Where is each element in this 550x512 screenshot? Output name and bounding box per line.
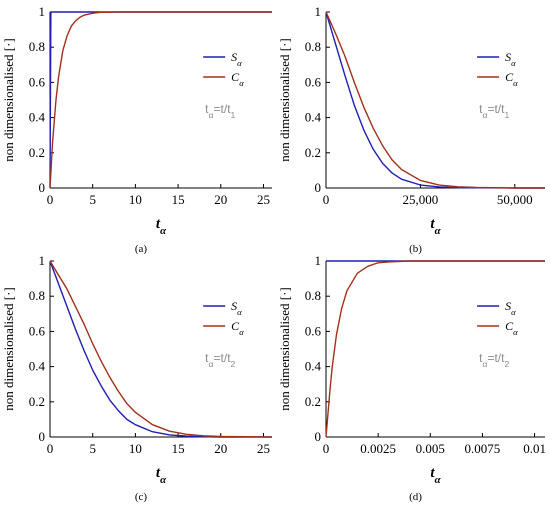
x-tick-label: 25 [257,441,270,456]
x-tick-label: 0.01 [523,441,546,456]
x-tick-label: 0 [47,192,54,207]
x-tick-label: 10 [129,192,142,207]
y-tick-label: 0.4 [305,110,322,125]
series-line-c-alpha [325,260,545,438]
chart-panel-b: 0 25,000 50,000 0 0.2 0.4 0.6 0.8 1 non dimension… [277,4,545,255]
chart-panel-a: 0 5 10 15 20 25 0 0.2 0.4 0.6 0.8 1 non dimensionali… [1,4,272,255]
panel-label: (d) [409,491,422,503]
x-tick-label: 15 [172,441,185,456]
x-tick-label: 0 [47,441,54,456]
scaling-note: tα=t/t1 [205,102,235,120]
y-tick-label: 0 [315,180,322,195]
x-tick-label: 10 [129,441,142,456]
x-axis-title: tα [156,465,167,486]
x-tick-label: 5 [89,192,96,207]
x-axis-title: tα [430,465,441,486]
y-tick-label: 0.6 [29,74,46,89]
legend-label: Cα [231,70,244,88]
y-tick-label: 1 [315,253,322,268]
panel-label: (a) [135,243,148,255]
legend-label: Sα [231,50,242,68]
y-tick-label: 0.8 [305,288,321,303]
x-tick-label: 0 [323,441,330,456]
x-tick-label: 0.0025 [360,441,396,456]
x-tick-label: 20 [214,441,227,456]
scaling-note: tα=t/t1 [479,102,509,120]
legend-label: Sα [505,299,516,317]
legend-label: Sα [231,299,242,317]
legend-label: Cα [231,319,244,337]
y-tick-label: 1 [39,4,46,19]
chart-panel-c: 0 5 10 15 20 25 0 0.2 0.4 0.6 0.8 1 non dimensionali… [1,253,273,503]
y-axis-title: non dimensionalised [·] [277,38,292,161]
x-tick-label: 25,000 [403,192,439,207]
y-axis-title: non dimensionalised [·] [1,38,16,161]
series-line-c-alpha [49,11,272,189]
y-tick-label: 1 [39,253,46,268]
legend-label: Sα [505,50,516,68]
series-line-s-alpha [49,11,272,189]
y-tick-label: 0.6 [29,323,46,338]
legend-label: Cα [505,70,518,88]
y-axis-title: non dimensionalised [·] [1,287,16,410]
series-line-s-alpha [325,11,545,189]
panel-label: (b) [409,243,422,255]
x-axis-title: tα [156,216,167,237]
x-tick-label: 20 [214,192,227,207]
y-tick-label: 0 [315,429,322,444]
y-tick-label: 0.2 [305,394,321,409]
series-line-s-alpha [49,260,272,438]
y-tick-label: 0.4 [29,110,46,125]
y-tick-label: 0.2 [29,145,45,160]
series-line-c-alpha [325,11,545,189]
legend-label: Cα [505,319,518,337]
chart-panel-d: 0 0.0025 0.005 0.0075 0.01 0 0.2 0.4 0.6 0.8 1 non … [277,253,546,503]
x-tick-label: 15 [172,192,185,207]
y-tick-label: 0.4 [29,359,46,374]
x-tick-label: 0 [323,192,330,207]
scaling-note: tα=t/t2 [205,351,235,369]
y-tick-label: 0.2 [305,145,321,160]
x-tick-label: 0.005 [416,441,445,456]
x-tick-label: 25 [257,192,270,207]
y-tick-label: 0.6 [305,74,322,89]
y-tick-label: 0 [39,180,46,195]
y-tick-label: 0.2 [29,394,45,409]
y-tick-label: 0.4 [305,359,322,374]
y-tick-label: 0.6 [305,323,322,338]
y-tick-label: 1 [315,4,322,19]
y-tick-label: 0.8 [29,288,45,303]
x-axis-title: tα [430,216,441,237]
x-tick-label: 0.0075 [465,441,501,456]
scaling-note: tα=t/t2 [479,351,509,369]
y-tick-label: 0 [39,429,46,444]
x-tick-label: 50,000 [497,192,533,207]
y-tick-label: 0.8 [305,39,321,54]
panel-label: (c) [135,491,148,503]
series-line-c-alpha [49,260,273,438]
y-axis-title: non dimensionalised [·] [277,287,292,410]
x-tick-label: 5 [89,441,96,456]
y-tick-label: 0.8 [29,39,45,54]
